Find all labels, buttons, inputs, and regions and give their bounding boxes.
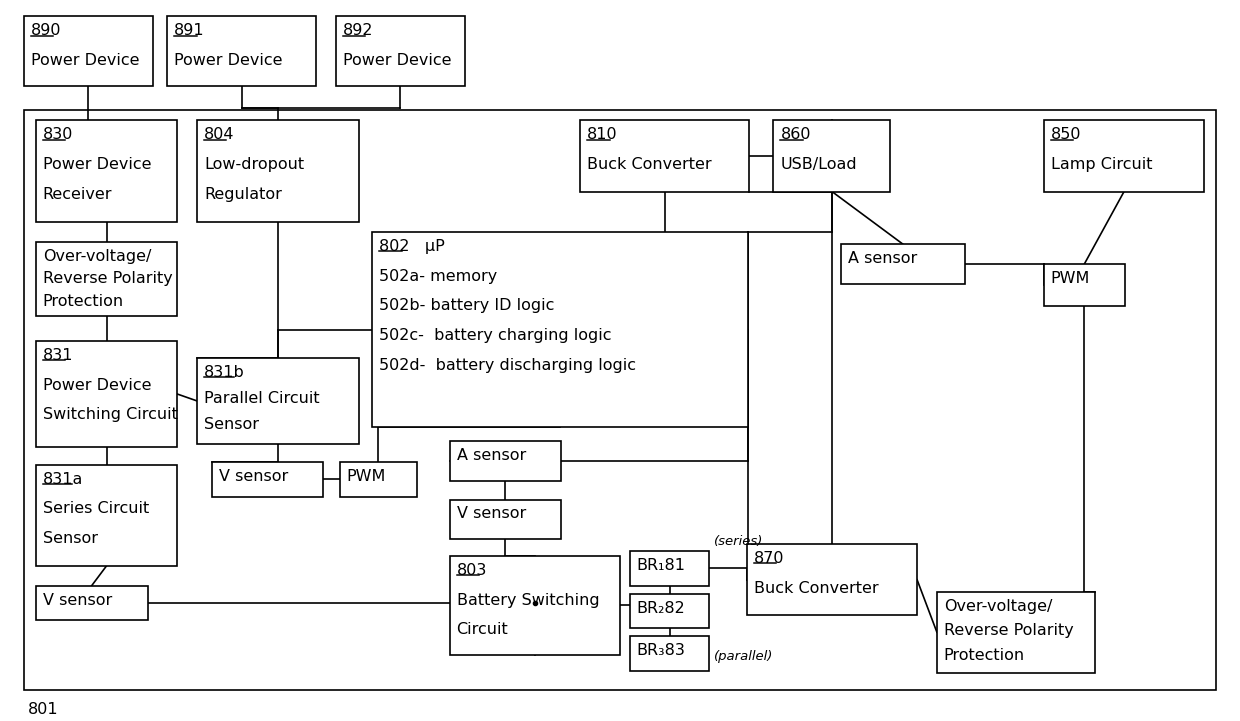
Text: A sensor: A sensor: [848, 251, 918, 266]
Text: Receiver: Receiver: [42, 187, 112, 202]
Text: BR₃83: BR₃83: [637, 643, 686, 658]
Bar: [580, 120, 749, 192]
Text: 804: 804: [205, 127, 234, 142]
Text: Reverse Polarity: Reverse Polarity: [944, 623, 1074, 638]
Bar: [450, 556, 620, 655]
Text: Reverse Polarity: Reverse Polarity: [42, 272, 172, 286]
Text: Sensor: Sensor: [42, 531, 98, 547]
Text: Regulator: Regulator: [205, 187, 281, 202]
Bar: [36, 585, 148, 620]
Bar: [1044, 264, 1125, 306]
Bar: [630, 551, 709, 585]
Bar: [450, 500, 560, 539]
Text: 831b: 831b: [205, 365, 244, 380]
Text: 890: 890: [31, 23, 61, 38]
Text: Power Device: Power Device: [42, 157, 151, 172]
Text: 502c-  battery charging logic: 502c- battery charging logic: [379, 328, 611, 343]
Bar: [36, 242, 177, 317]
Text: Power Device: Power Device: [31, 53, 139, 68]
Text: 831: 831: [42, 348, 73, 363]
Text: 860: 860: [780, 127, 811, 142]
Bar: [24, 110, 1216, 690]
Text: 810: 810: [588, 127, 618, 142]
Bar: [167, 17, 316, 86]
Text: Sensor: Sensor: [205, 417, 259, 432]
Text: Over-voltage/: Over-voltage/: [42, 249, 151, 264]
Text: 830: 830: [42, 127, 73, 142]
Text: Switching Circuit: Switching Circuit: [42, 407, 177, 423]
Bar: [36, 465, 177, 566]
Bar: [841, 244, 965, 283]
Text: 831a: 831a: [42, 472, 83, 487]
Text: 502a- memory: 502a- memory: [379, 269, 497, 284]
Text: Parallel Circuit: Parallel Circuit: [205, 391, 320, 406]
Text: 850: 850: [1050, 127, 1081, 142]
Text: 802   μP: 802 μP: [379, 239, 445, 254]
Text: V sensor: V sensor: [219, 469, 288, 484]
Bar: [212, 462, 322, 497]
Bar: [774, 120, 890, 192]
Text: Over-voltage/: Over-voltage/: [944, 598, 1053, 614]
Bar: [372, 232, 748, 428]
Text: Protection: Protection: [944, 647, 1025, 663]
Bar: [630, 593, 709, 628]
Text: Battery Switching: Battery Switching: [456, 593, 599, 608]
Text: 891: 891: [175, 23, 205, 38]
Text: 803: 803: [456, 563, 487, 578]
Text: 801: 801: [27, 702, 58, 717]
Bar: [24, 17, 153, 86]
Bar: [630, 636, 709, 671]
Text: V sensor: V sensor: [456, 506, 526, 521]
Text: PWM: PWM: [1050, 271, 1090, 286]
Text: USB/Load: USB/Load: [780, 157, 857, 172]
Text: 502b- battery ID logic: 502b- battery ID logic: [379, 298, 554, 314]
Bar: [197, 120, 358, 222]
Bar: [746, 544, 918, 615]
Bar: [197, 358, 358, 444]
Text: 870: 870: [754, 551, 784, 566]
Bar: [340, 462, 417, 497]
Text: Power Device: Power Device: [42, 378, 151, 393]
Bar: [937, 592, 1095, 673]
Text: Series Circuit: Series Circuit: [42, 502, 149, 516]
Text: BR₂82: BR₂82: [637, 601, 686, 616]
Text: Protection: Protection: [42, 294, 124, 309]
Text: (parallel): (parallel): [714, 650, 774, 663]
Bar: [450, 441, 560, 481]
Text: V sensor: V sensor: [42, 593, 112, 608]
Text: PWM: PWM: [347, 469, 386, 484]
Text: Lamp Circuit: Lamp Circuit: [1050, 157, 1152, 172]
Text: Low-dropout: Low-dropout: [205, 157, 304, 172]
Text: 502d-  battery discharging logic: 502d- battery discharging logic: [379, 358, 636, 373]
Text: Buck Converter: Buck Converter: [588, 157, 712, 172]
Bar: [36, 341, 177, 447]
Text: A sensor: A sensor: [456, 448, 526, 463]
Text: (series): (series): [714, 535, 764, 548]
Bar: [336, 17, 465, 86]
Text: Circuit: Circuit: [456, 622, 508, 637]
Text: Power Device: Power Device: [175, 53, 283, 68]
Text: 892: 892: [342, 23, 373, 38]
Bar: [36, 120, 177, 222]
Text: BR₁81: BR₁81: [637, 558, 686, 573]
Text: Power Device: Power Device: [342, 53, 451, 68]
Text: Buck Converter: Buck Converter: [754, 580, 878, 596]
Bar: [1044, 120, 1204, 192]
